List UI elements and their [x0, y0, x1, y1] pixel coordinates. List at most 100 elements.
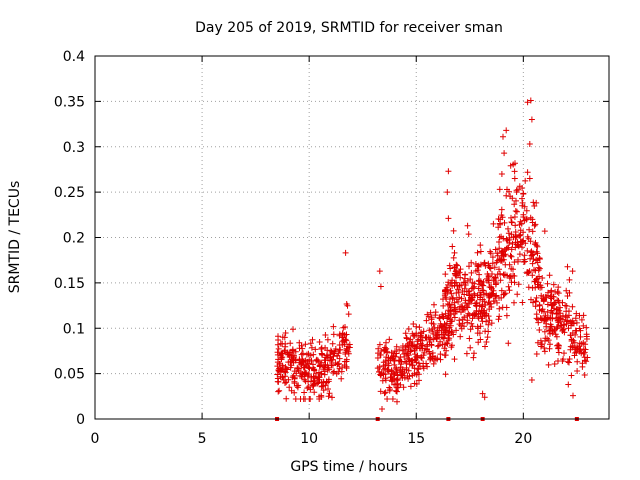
data-point: [526, 226, 533, 233]
data-point: [418, 354, 425, 361]
data-point: [529, 219, 536, 226]
data-point: [434, 327, 441, 334]
y-tick-label: 0.25: [54, 185, 85, 201]
data-point: [477, 311, 484, 318]
data-point: [382, 358, 389, 364]
data-point: [485, 321, 492, 328]
data-point: [405, 375, 412, 382]
data-point: [567, 332, 574, 339]
data-point: [383, 339, 389, 346]
data-point: [450, 310, 457, 317]
data-point: [301, 389, 308, 396]
data-point: [339, 331, 346, 338]
data-point: [316, 393, 323, 400]
data-point: [483, 290, 490, 297]
data-point: [405, 355, 412, 362]
data-point: [437, 356, 444, 363]
data-point: [528, 252, 535, 259]
data-point: [564, 263, 571, 270]
data-point: [482, 302, 489, 308]
data-point: [335, 368, 342, 375]
data-point: [490, 220, 497, 227]
data-point: [380, 366, 387, 373]
data-point: [343, 301, 350, 307]
data-point: [463, 350, 470, 357]
data-point: [443, 347, 450, 354]
data-point: [430, 353, 436, 360]
x-tick-label: 10: [300, 431, 318, 447]
data-point: [511, 279, 518, 286]
data-point: [339, 338, 346, 345]
data-point: [445, 279, 452, 286]
data-point: [531, 203, 538, 209]
data-point: [442, 271, 449, 278]
data-point: [476, 308, 482, 315]
data-point: [529, 272, 536, 279]
data-point: [450, 331, 457, 338]
data-point: [450, 227, 457, 234]
data-point: [461, 285, 468, 292]
data-point: [547, 330, 553, 337]
data-point: [456, 269, 463, 276]
data-point: [553, 324, 560, 331]
data-point: [551, 361, 558, 367]
data-point: [476, 281, 483, 288]
data-point: [286, 384, 293, 391]
data-point: [411, 370, 418, 377]
data-point: [274, 371, 281, 378]
data-point: [580, 312, 587, 319]
data-point: [516, 232, 523, 239]
data-point: [475, 263, 482, 270]
data-point: [330, 331, 337, 338]
data-point: [389, 376, 396, 383]
data-point: [433, 336, 440, 342]
data-point: [474, 267, 481, 274]
data-point: [451, 356, 458, 363]
data-point: [440, 302, 447, 309]
data-point: [274, 341, 281, 348]
data-point: [502, 251, 509, 258]
data-point: [299, 345, 306, 352]
data-point: [522, 240, 529, 247]
data-point: [555, 284, 562, 291]
data-point: [461, 291, 468, 298]
data-point: [292, 396, 299, 402]
data-point: [569, 303, 576, 310]
data-point: [462, 282, 469, 288]
data-point: [442, 310, 449, 317]
data-point: [489, 290, 496, 297]
data-point: [501, 219, 508, 226]
data-point: [429, 328, 436, 335]
data-point: [545, 337, 552, 344]
data-point: [410, 332, 417, 339]
data-point: [407, 383, 414, 390]
data-point: [517, 227, 524, 234]
data-point: [503, 127, 510, 134]
data-point: [496, 186, 503, 193]
data-point: [483, 318, 490, 325]
data-point: [444, 189, 451, 196]
data-point: [275, 333, 281, 340]
data-point: [308, 344, 315, 351]
data-point: [507, 252, 514, 259]
data-point: [574, 368, 581, 374]
data-point: [326, 366, 333, 373]
data-point: [471, 292, 478, 299]
data-point: [427, 309, 434, 316]
data-point: [500, 235, 507, 242]
data-point: [315, 379, 322, 386]
data-point: [571, 320, 577, 327]
data-point: [540, 317, 547, 324]
data-point: [516, 251, 523, 258]
data-point: [519, 195, 525, 202]
data-point: [475, 315, 482, 322]
data-point: [561, 350, 567, 357]
data-point: [499, 250, 506, 257]
data-point: [512, 208, 519, 214]
data-point: [524, 99, 531, 106]
data-point: [335, 350, 342, 357]
data-point: [386, 336, 393, 343]
data-point: [404, 342, 411, 349]
data-point: [502, 271, 508, 278]
chart-title: Day 205 of 2019, SRMTID for receiver sma…: [195, 20, 503, 36]
